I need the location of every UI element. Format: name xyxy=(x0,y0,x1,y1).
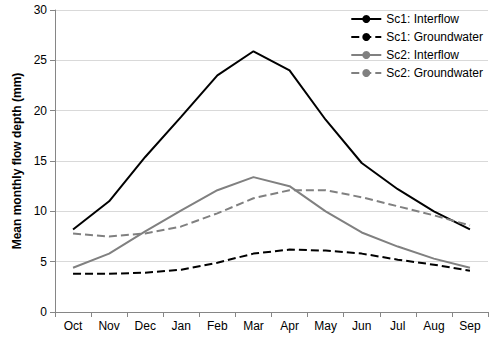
svg-text:Jul: Jul xyxy=(390,319,405,333)
svg-text:Dec: Dec xyxy=(135,319,156,333)
svg-text:10: 10 xyxy=(34,204,48,218)
svg-text:0: 0 xyxy=(40,305,47,319)
svg-text:Mean monthly flow depth (mm): Mean monthly flow depth (mm) xyxy=(10,73,24,250)
svg-text:Jan: Jan xyxy=(172,319,191,333)
svg-text:5: 5 xyxy=(40,255,47,269)
svg-text:Oct: Oct xyxy=(64,319,83,333)
svg-text:15: 15 xyxy=(34,154,48,168)
svg-text:Nov: Nov xyxy=(98,319,119,333)
svg-text:May: May xyxy=(314,319,337,333)
svg-text:Sc1: Groundwater: Sc1: Groundwater xyxy=(386,30,483,44)
svg-text:Sc1: Interflow: Sc1: Interflow xyxy=(386,12,459,26)
svg-text:Apr: Apr xyxy=(280,319,299,333)
svg-text:Sep: Sep xyxy=(459,319,481,333)
svg-text:25: 25 xyxy=(34,53,48,67)
svg-text:20: 20 xyxy=(34,104,48,118)
svg-text:Feb: Feb xyxy=(207,319,228,333)
svg-text:30: 30 xyxy=(34,3,48,17)
svg-text:Aug: Aug xyxy=(423,319,444,333)
svg-text:Jun: Jun xyxy=(352,319,371,333)
svg-text:Sc2: Interflow: Sc2: Interflow xyxy=(386,48,459,62)
svg-text:Sc2: Groundwater: Sc2: Groundwater xyxy=(386,66,483,80)
svg-text:Mar: Mar xyxy=(243,319,264,333)
